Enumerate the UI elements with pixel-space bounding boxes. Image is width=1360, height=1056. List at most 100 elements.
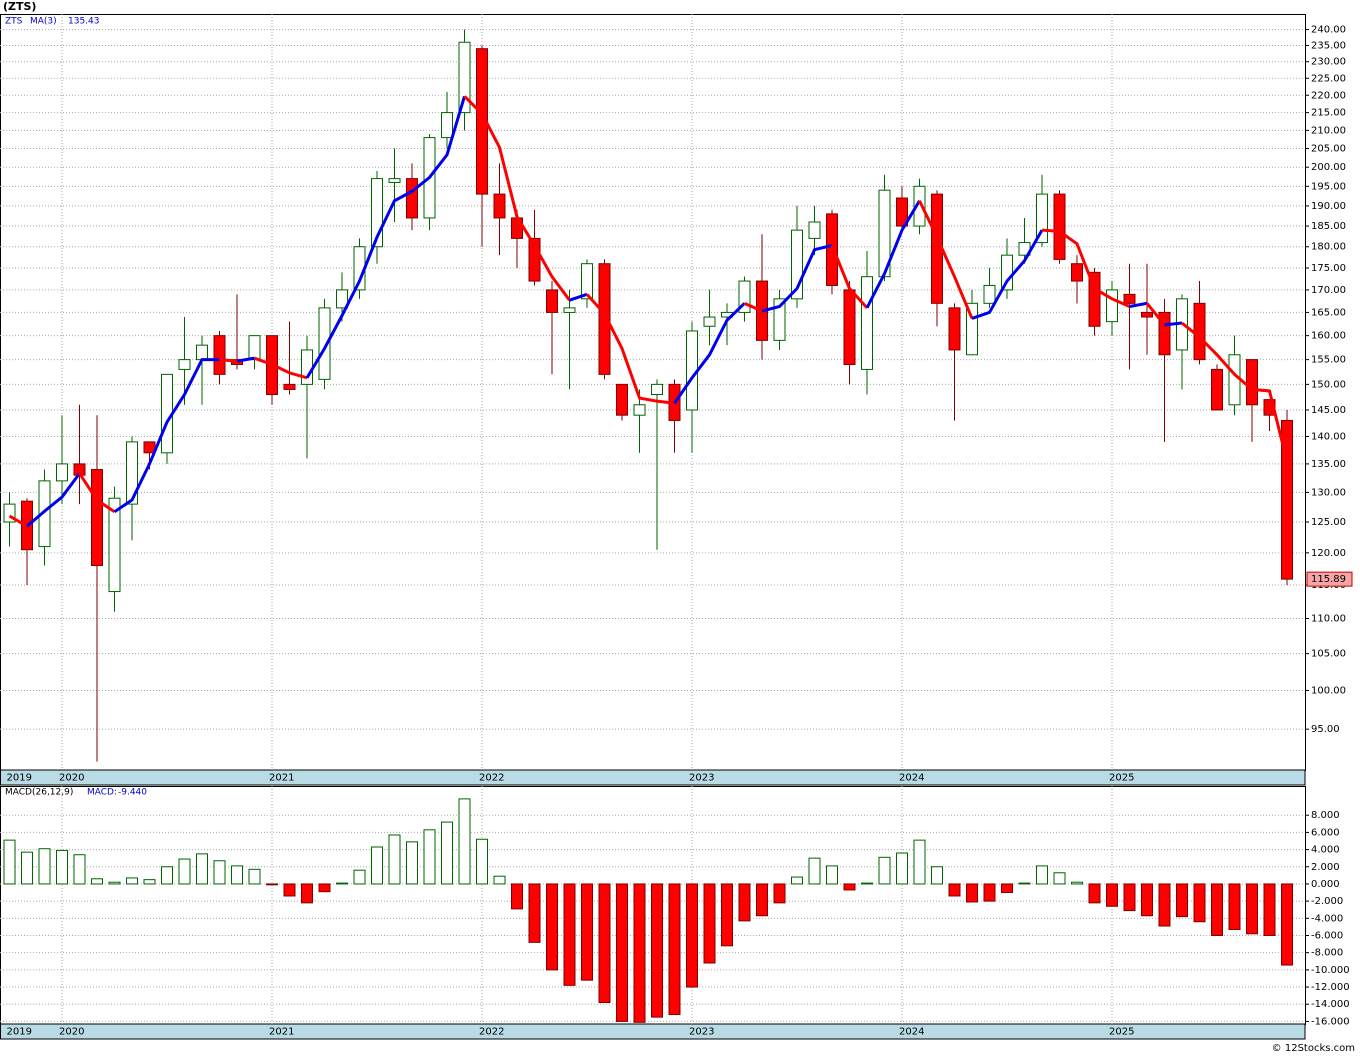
macd-bar — [598, 883, 611, 1004]
macd-bar — [668, 883, 681, 1016]
macd-bar — [616, 883, 628, 1022]
candle-body — [301, 349, 313, 385]
macd-bar — [983, 883, 996, 902]
candle-body — [703, 316, 716, 327]
y-tick-label: 155.00 — [1311, 355, 1346, 366]
candle-body — [318, 307, 331, 380]
y-tick-label: 8.000 — [1311, 810, 1340, 821]
y-tick-label: 110.00 — [1311, 614, 1346, 625]
macd-bar — [406, 841, 418, 885]
macd-bar — [161, 866, 173, 885]
ma-line — [971, 229, 1044, 320]
macd-bar — [633, 883, 646, 1023]
macd-bar — [826, 865, 838, 885]
macd-bar — [1211, 883, 1223, 937]
ma-line — [673, 302, 746, 405]
y-tick-label: 175.00 — [1311, 263, 1346, 274]
candle-body — [91, 469, 103, 567]
x-tick-label: 2024 — [899, 773, 924, 784]
macd-bar — [1228, 883, 1241, 930]
macd-bar — [336, 882, 348, 885]
legend-ma: MA(3) — [30, 17, 57, 27]
macd-bar — [1176, 883, 1188, 918]
macd-bar — [1263, 883, 1276, 937]
candle-body — [248, 335, 261, 361]
y-tick-label: 120.00 — [1311, 548, 1346, 559]
ma-line — [236, 356, 255, 363]
macd-bar — [703, 883, 716, 964]
y-tick-label: -2.000 — [1311, 896, 1343, 907]
candle-body — [196, 344, 208, 361]
macd-bar — [388, 834, 401, 885]
candle-body — [983, 284, 996, 304]
candle-body — [581, 263, 593, 300]
macd-legend-value: -9.440 — [118, 788, 147, 798]
y-tick-label: 135.00 — [1311, 459, 1346, 470]
y-tick-label: -6.000 — [1311, 931, 1343, 942]
macd-bar — [73, 854, 86, 885]
y-tick-label: 170.00 — [1311, 285, 1346, 296]
candle-body — [808, 221, 821, 239]
macd-bar — [1018, 882, 1031, 885]
macd-bar — [528, 883, 541, 943]
candle-body — [843, 289, 856, 366]
y-tick-label: -14.000 — [1311, 999, 1350, 1010]
macd-bar — [441, 821, 453, 885]
macd-bar — [56, 849, 68, 885]
y-tick-label: 195.00 — [1311, 181, 1346, 192]
macd-bar — [1158, 883, 1171, 927]
macd-bar — [791, 876, 803, 885]
legend-symbol: ZTS — [5, 17, 23, 27]
y-tick-label: 230.00 — [1311, 57, 1346, 68]
candle-body — [546, 289, 558, 313]
macd-bar — [913, 839, 926, 885]
ma-line — [1145, 302, 1166, 326]
macd-bar — [1281, 883, 1293, 966]
macd-legend-name: MACD: — [87, 788, 117, 798]
candle-body — [1106, 289, 1118, 323]
ma-line — [8, 514, 28, 528]
candle-body — [56, 463, 68, 482]
candle-body — [1193, 302, 1206, 361]
macd-bar — [1193, 883, 1206, 923]
macd-bar — [896, 852, 908, 885]
macd-bar — [318, 883, 331, 893]
macd-bar — [563, 883, 576, 986]
macd-bar — [21, 851, 33, 885]
y-tick-label: 235.00 — [1311, 40, 1346, 51]
candle-body — [388, 178, 401, 183]
y-tick-label: 140.00 — [1311, 431, 1346, 442]
ma-line — [569, 292, 588, 302]
macd-bar — [283, 883, 296, 897]
x-tick-label: 2023 — [689, 1027, 714, 1038]
macd-bar — [738, 883, 751, 922]
candle-body — [371, 178, 383, 248]
x-tick-label: 2019 — [7, 1027, 32, 1038]
candle-body — [108, 497, 121, 593]
ma-line — [1041, 228, 1131, 308]
x-axis-band — [0, 1023, 1306, 1040]
y-tick-label: 215.00 — [1311, 108, 1346, 119]
footer: © 12Stocks.com — [1272, 1043, 1355, 1054]
y-tick-label: 205.00 — [1311, 144, 1346, 155]
candle-body — [1246, 359, 1258, 406]
x-tick-label: 2021 — [269, 1027, 294, 1038]
y-tick-label: 190.00 — [1311, 201, 1346, 212]
candle-body — [3, 503, 16, 523]
chart-title: (ZTS) — [3, 0, 36, 13]
candle-body — [1211, 368, 1223, 411]
candle-body — [1123, 293, 1136, 304]
macd-bar — [231, 865, 243, 885]
candle-body — [773, 298, 786, 341]
ma-line — [918, 200, 974, 319]
y-tick-label: 165.00 — [1311, 307, 1346, 318]
last-price-label: 115.89 — [1311, 574, 1346, 585]
y-tick-label: -4.000 — [1311, 913, 1343, 924]
candle-body — [406, 178, 418, 219]
last-price-box — [1306, 571, 1353, 587]
candle-body — [1036, 193, 1048, 244]
candle-body — [441, 112, 453, 139]
macd-bar — [126, 877, 138, 885]
ma-line — [585, 293, 675, 405]
